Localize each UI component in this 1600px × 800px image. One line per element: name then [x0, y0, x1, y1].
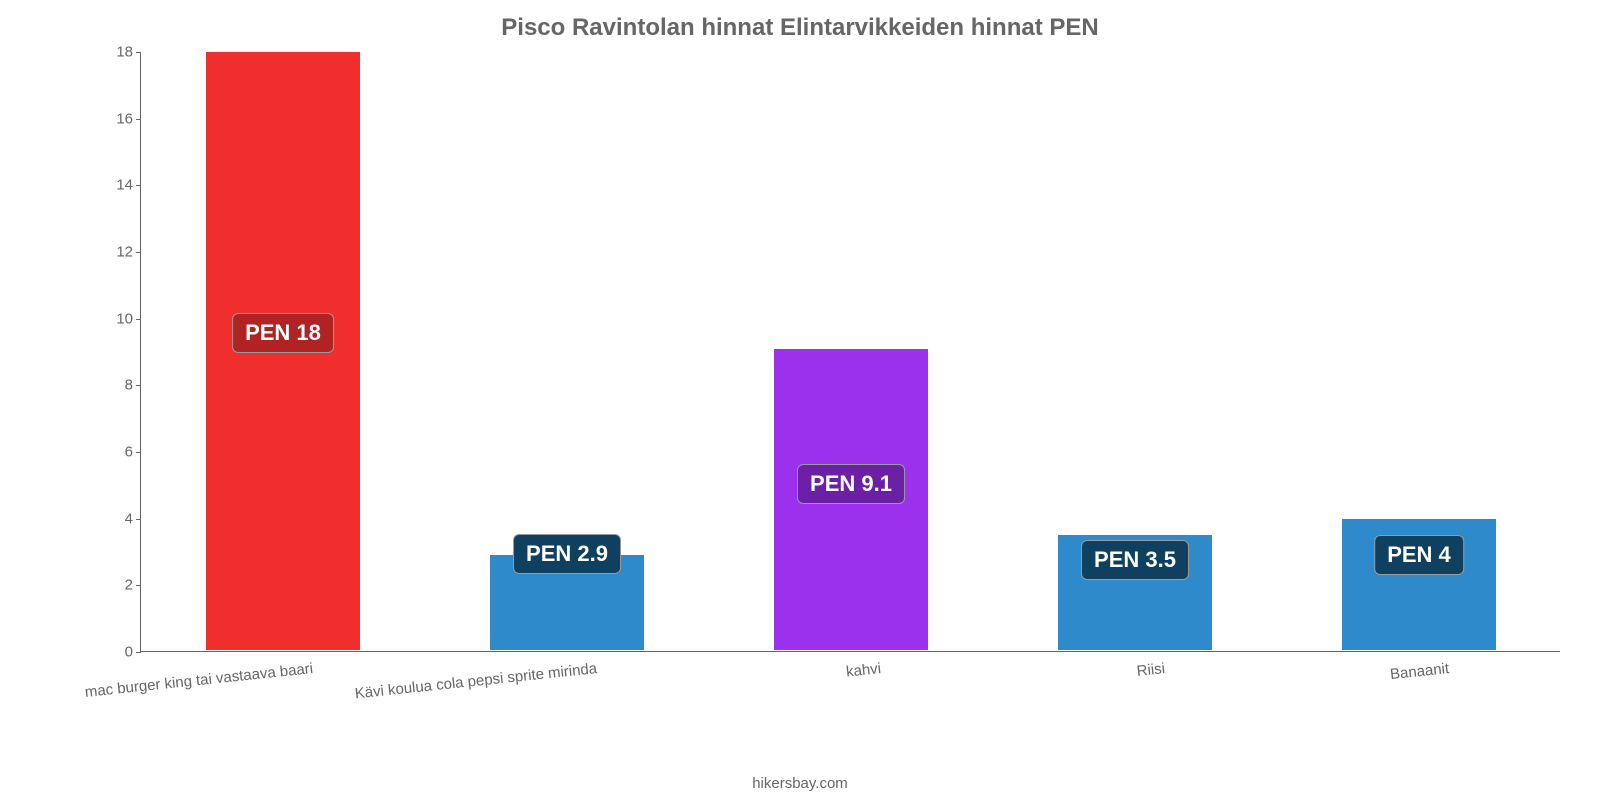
source-attribution: hikersbay.com	[752, 775, 848, 792]
y-tick-label: 14	[101, 177, 133, 194]
value-label: PEN 18	[232, 313, 334, 353]
y-tick-label: 0	[101, 644, 133, 661]
x-axis-label: Riisi	[836, 660, 1166, 711]
chart-area: 024681012141618PEN 18mac burger king tai…	[100, 52, 1560, 692]
y-tick-label: 8	[101, 377, 133, 394]
x-axis-label: Kävi koulua cola pepsi sprite mirinda	[268, 660, 598, 711]
y-tick-label: 6	[101, 444, 133, 461]
value-label: PEN 4	[1374, 535, 1464, 575]
x-axis-label: Banaanit	[1120, 660, 1450, 711]
y-tick-label: 2	[101, 577, 133, 594]
value-label: PEN 2.9	[513, 534, 621, 574]
chart-title: Pisco Ravintolan hinnat Elintarvikkeiden…	[0, 0, 1600, 48]
y-tick-label: 18	[101, 44, 133, 61]
y-tick-label: 10	[101, 310, 133, 327]
value-label: PEN 9.1	[797, 464, 905, 504]
x-axis-label: mac burger king tai vastaava baari	[0, 660, 314, 711]
plot-region: 024681012141618PEN 18mac burger king tai…	[140, 52, 1560, 652]
x-axis-label: kahvi	[552, 660, 882, 711]
value-label: PEN 3.5	[1081, 540, 1189, 580]
y-tick-label: 12	[101, 244, 133, 261]
y-tick-label: 16	[101, 110, 133, 127]
y-tick-label: 4	[101, 510, 133, 527]
